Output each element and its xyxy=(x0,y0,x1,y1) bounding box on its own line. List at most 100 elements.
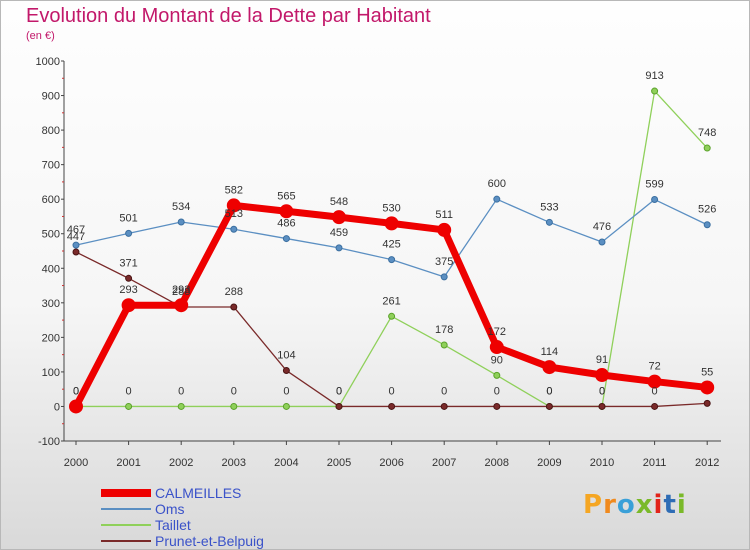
series-point-2 xyxy=(282,402,290,410)
series-point-0 xyxy=(384,216,399,231)
data-label: 0 xyxy=(336,385,342,397)
series-point-1 xyxy=(703,221,711,229)
y-tick-label: 600 xyxy=(42,194,60,206)
series-point-3 xyxy=(388,402,396,410)
y-tick-label: 400 xyxy=(42,263,60,275)
data-label: 0 xyxy=(126,385,132,397)
y-tick-label: 0 xyxy=(54,401,60,413)
series-point-2 xyxy=(125,402,133,410)
series-point-0 xyxy=(332,210,346,225)
proxiti-logo: Proxiti xyxy=(583,490,687,520)
data-label: 459 xyxy=(330,227,348,239)
data-label: 0 xyxy=(599,385,605,397)
series-point-0 xyxy=(69,399,83,414)
data-label: 0 xyxy=(494,385,500,397)
logo-letter: i xyxy=(676,490,687,520)
series-point-1 xyxy=(651,196,659,204)
series-point-0 xyxy=(279,204,294,219)
x-tick-label: 2001 xyxy=(116,457,140,469)
data-label: 0 xyxy=(546,385,552,397)
x-tick-label: 2004 xyxy=(274,457,298,469)
data-label: 375 xyxy=(435,256,453,268)
legend-label: Prunet-et-Belpuig xyxy=(155,533,264,549)
x-tick-label: 2012 xyxy=(695,457,719,469)
y-tick-label: 100 xyxy=(42,367,60,379)
y-tick-label: 800 xyxy=(42,125,60,137)
data-label: 533 xyxy=(540,201,558,213)
data-label: 0 xyxy=(546,385,552,397)
series-point-2 xyxy=(651,87,659,95)
y-tick-label: 300 xyxy=(42,298,60,310)
data-label: 0 xyxy=(599,385,605,397)
series-point-1 xyxy=(72,241,80,249)
y-tick-label: 1000 xyxy=(36,56,60,68)
legend-swatch xyxy=(101,524,151,526)
series-point-0 xyxy=(700,380,715,395)
y-tick-label: -100 xyxy=(38,436,60,448)
data-label: 104 xyxy=(277,350,295,362)
data-label: 0 xyxy=(441,385,447,397)
series-point-3 xyxy=(335,402,343,410)
x-tick-label: 2011 xyxy=(643,457,667,469)
data-label: 748 xyxy=(698,127,716,139)
series-line-3 xyxy=(75,251,708,408)
data-label: 0 xyxy=(231,385,237,397)
data-label: 526 xyxy=(698,204,716,216)
series-point-0 xyxy=(174,298,189,313)
legend-label: CALMEILLES xyxy=(155,485,242,501)
data-label: 172 xyxy=(488,326,506,338)
series-point-1 xyxy=(230,225,238,233)
data-label: 565 xyxy=(277,190,295,202)
legend-swatch xyxy=(101,540,151,542)
logo-letter: r xyxy=(603,490,617,520)
y-tick-label: 200 xyxy=(42,332,60,344)
logo-letter: t xyxy=(663,490,677,520)
data-label: 599 xyxy=(645,179,663,191)
x-tick-label: 2003 xyxy=(222,457,246,469)
series-point-3 xyxy=(72,248,80,256)
series-point-0 xyxy=(437,222,452,237)
series-point-1 xyxy=(388,256,396,264)
chart-subtitle: (en €) xyxy=(26,30,55,42)
data-label: 371 xyxy=(119,257,137,269)
chart-legend: CALMEILLES Oms Taillet Prunet-et-Belpuig xyxy=(101,485,264,549)
data-label: 548 xyxy=(330,196,348,208)
data-label: 425 xyxy=(382,239,400,251)
series-point-3 xyxy=(125,274,133,282)
series-point-1 xyxy=(335,244,343,252)
data-label: 288 xyxy=(225,286,243,298)
series-point-3 xyxy=(282,367,290,375)
data-label: 0 xyxy=(336,385,342,397)
series-point-2 xyxy=(493,371,501,379)
data-label: 0 xyxy=(652,385,658,397)
logo-letter: i xyxy=(653,490,664,520)
series-point-0 xyxy=(595,368,609,383)
series-point-1 xyxy=(282,235,290,243)
series-point-2 xyxy=(177,402,185,410)
legend-label: Taillet xyxy=(155,517,191,533)
data-label: 467 xyxy=(67,224,85,236)
data-label: 0 xyxy=(389,385,395,397)
series-point-1 xyxy=(493,195,501,203)
y-tick-label: 700 xyxy=(42,160,60,172)
logo-letter: P xyxy=(583,490,604,520)
series-point-3 xyxy=(230,303,238,311)
data-label: 600 xyxy=(488,178,506,190)
data-label: 90 xyxy=(491,354,503,366)
series-point-0 xyxy=(226,198,241,213)
chart-title: Evolution du Montant de la Dette par Hab… xyxy=(26,5,431,27)
series-point-0 xyxy=(489,340,504,355)
data-label: 55 xyxy=(701,366,713,378)
data-label: 91 xyxy=(596,354,608,366)
legend-swatch xyxy=(101,508,151,510)
legend-swatch xyxy=(101,489,151,497)
series-point-1 xyxy=(125,229,133,237)
data-label: 178 xyxy=(435,324,453,336)
data-label: 447 xyxy=(67,231,85,243)
series-point-1 xyxy=(440,273,448,281)
series-point-3 xyxy=(545,402,553,410)
data-label: 72 xyxy=(648,361,660,373)
series-point-3 xyxy=(651,402,659,410)
